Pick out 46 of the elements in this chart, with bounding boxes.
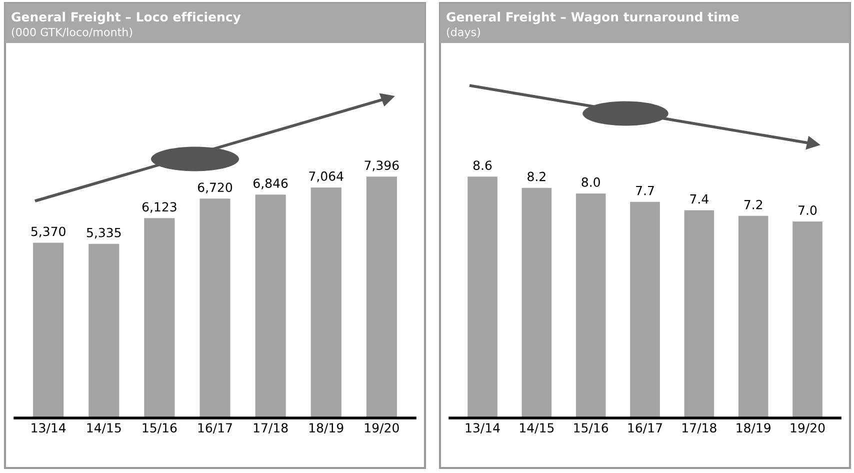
x-tick-label: 19/20 (790, 423, 825, 434)
bar (255, 194, 286, 418)
x-tick-label: 19/20 (365, 423, 399, 434)
bar (792, 222, 822, 418)
data-label: 8.2 (528, 172, 546, 182)
data-label: 6,846 (254, 178, 288, 190)
chart-subtitle: (000 GTK/loco/month) (12, 28, 132, 38)
x-tick-label: 18/19 (309, 423, 344, 434)
data-label: 7.4 (690, 194, 708, 204)
bar (630, 202, 660, 418)
bar (738, 216, 768, 418)
data-label: 6,123 (142, 202, 176, 213)
x-tick-label: 13/14 (32, 423, 66, 434)
x-tick-label: 14/15 (520, 423, 554, 434)
data-label: 7,064 (309, 171, 344, 182)
x-tick-label: 16/17 (628, 423, 662, 434)
chart-subtitle: (days) (446, 28, 480, 38)
x-tick-label: 18/19 (736, 423, 770, 434)
x-tick-label: 17/18 (682, 423, 716, 434)
bar (310, 187, 342, 418)
bar (576, 193, 606, 418)
x-tick-label: 15/16 (574, 423, 608, 434)
bar (522, 188, 552, 418)
x-tick-label: 16/17 (198, 423, 232, 434)
data-label: 6,720 (198, 182, 232, 194)
data-label: 7.0 (798, 205, 817, 215)
x-tick-label: 14/15 (87, 423, 121, 434)
x-tick-label: 13/14 (466, 423, 500, 434)
data-label: 7,396 (364, 160, 399, 172)
data-label: 7.2 (744, 200, 762, 210)
data-label: 8.6 (473, 160, 492, 170)
bar (468, 176, 498, 418)
data-label: 7.7 (636, 186, 654, 196)
chart-title: General Freight – Wagon turnaround time (446, 12, 739, 24)
data-label: 5,370 (31, 226, 66, 238)
bar (200, 198, 230, 418)
bar (88, 244, 120, 418)
x-tick-label: 17/18 (254, 423, 288, 434)
bar (33, 242, 64, 418)
data-label: 5,335 (86, 228, 121, 239)
x-tick-label: 15/16 (142, 423, 177, 434)
chart-title: General Freight – Loco efficiency (12, 12, 241, 24)
bar (366, 176, 397, 418)
bar (144, 218, 175, 418)
data-label: 8.0 (582, 177, 600, 187)
bar (684, 210, 714, 418)
